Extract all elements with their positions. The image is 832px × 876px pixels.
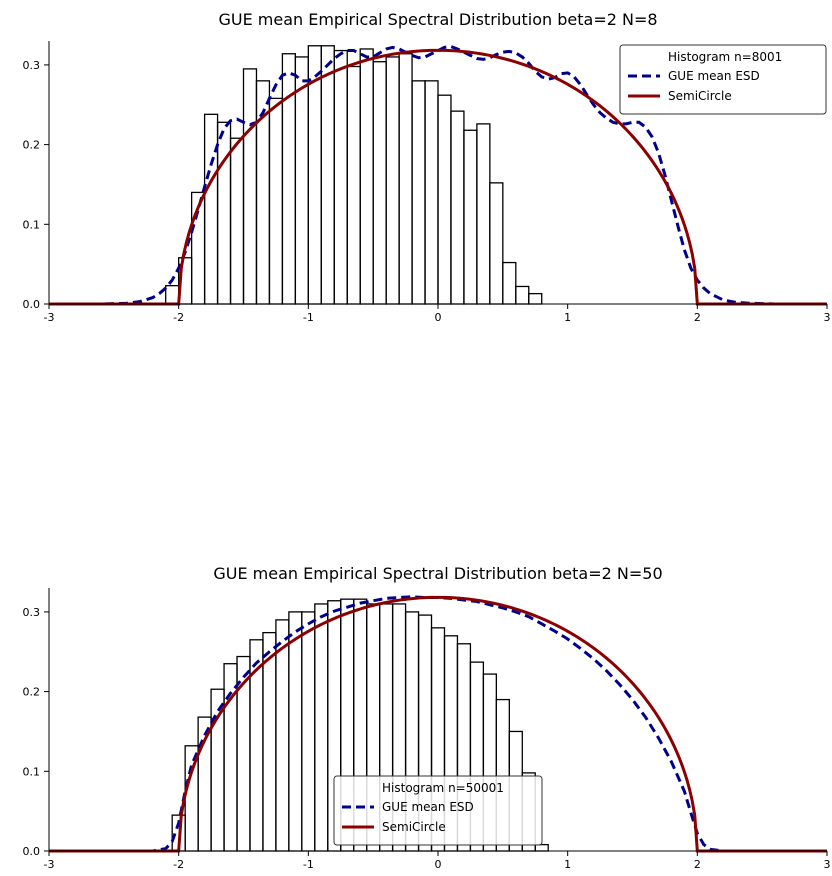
x-tick-label: 1: [564, 858, 571, 871]
x-tick-label: -2: [173, 311, 184, 324]
legend: Histogram n=8001 GUE mean ESD SemiCircle: [619, 44, 827, 115]
y-tick-label: 0.1: [23, 218, 41, 231]
legend: Histogram n=50001 GUE mean ESD SemiCircle: [333, 775, 543, 846]
y-tick-label: 0.0: [23, 298, 41, 311]
x-tick-label: 3: [824, 858, 831, 871]
x-tick-label: -3: [44, 311, 55, 324]
legend-label: Histogram n=50001: [382, 781, 504, 795]
x-tick-label: -1: [303, 311, 314, 324]
x-tick-label: 2: [694, 311, 701, 324]
legend-label: GUE mean ESD: [382, 800, 474, 814]
y-tick-label: 0.0: [23, 845, 41, 858]
semicircle-line: [49, 48, 827, 306]
x-tick-label: 1: [564, 311, 571, 324]
legend-label: Histogram n=8001: [668, 50, 782, 64]
x-tick-label: 0: [435, 858, 442, 871]
y-tick-label: 0.3: [23, 606, 41, 619]
chart-title: GUE mean Empirical Spectral Distribution…: [213, 564, 662, 583]
y-tick-label: 0.2: [23, 139, 41, 152]
legend-label: GUE mean ESD: [668, 69, 760, 83]
legend-box: [333, 775, 543, 846]
semicircle-line: [49, 595, 827, 853]
x-tick-label: 3: [824, 311, 831, 324]
legend-label: SemiCircle: [668, 89, 732, 103]
y-tick-label: 0.3: [23, 59, 41, 72]
legend-box: [619, 44, 827, 115]
chart-panel-1: GUE mean Empirical Spectral Distribution…: [23, 10, 831, 324]
y-tick-label: 0.1: [23, 765, 41, 778]
legend-label: SemiCircle: [382, 820, 446, 834]
x-tick-label: 2: [694, 858, 701, 871]
chart-title: GUE mean Empirical Spectral Distribution…: [218, 10, 657, 29]
esd-line: [49, 45, 827, 306]
x-tick-label: -1: [303, 858, 314, 871]
x-tick-label: 0: [435, 311, 442, 324]
x-tick-label: -2: [173, 858, 184, 871]
chart-panel-2: GUE mean Empirical Spectral Distribution…: [23, 564, 831, 871]
y-tick-label: 0.2: [23, 686, 41, 699]
x-tick-label: -3: [44, 858, 55, 871]
